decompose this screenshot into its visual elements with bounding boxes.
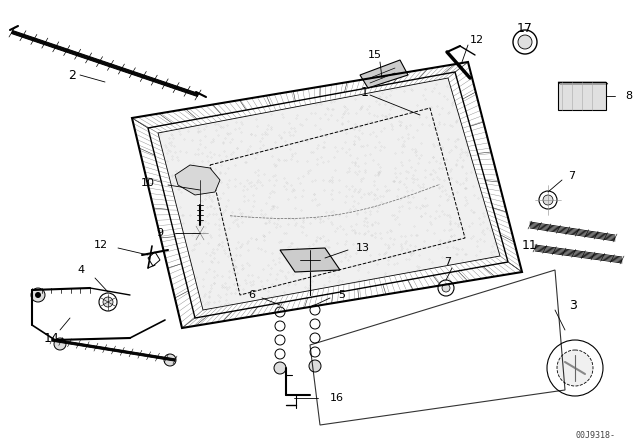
Circle shape [31,288,45,302]
Text: 9: 9 [156,228,163,238]
Circle shape [442,284,450,292]
Text: 4: 4 [78,265,85,275]
Text: 3: 3 [569,298,577,311]
Circle shape [275,321,285,331]
Circle shape [310,319,320,329]
Text: 7: 7 [444,257,452,267]
Circle shape [196,188,204,196]
Text: 12: 12 [470,35,484,45]
Circle shape [275,307,285,317]
Text: 7: 7 [568,171,575,181]
Circle shape [309,360,321,372]
Text: 8: 8 [625,91,632,101]
Text: 13: 13 [356,243,370,253]
Circle shape [539,191,557,209]
Circle shape [300,250,320,270]
Circle shape [518,35,532,49]
FancyBboxPatch shape [558,82,606,110]
Circle shape [193,185,207,199]
Circle shape [103,297,113,307]
Polygon shape [360,60,408,88]
Text: 14: 14 [44,332,60,345]
Circle shape [274,362,286,374]
Circle shape [513,30,537,54]
Circle shape [275,349,285,359]
Circle shape [35,292,41,298]
Circle shape [310,347,320,357]
Circle shape [557,350,593,386]
Circle shape [275,335,285,345]
Text: 2: 2 [68,69,76,82]
Circle shape [547,340,603,396]
Circle shape [310,305,320,315]
Circle shape [191,224,209,242]
Circle shape [543,195,553,205]
Circle shape [164,354,176,366]
Text: 11: 11 [522,238,538,251]
Text: 1: 1 [361,86,369,99]
Text: 5: 5 [338,290,345,300]
Circle shape [99,293,117,311]
Polygon shape [280,248,340,272]
Circle shape [438,280,454,296]
Circle shape [310,333,320,343]
Polygon shape [175,165,220,195]
Circle shape [195,228,205,238]
Text: 12: 12 [94,240,108,250]
Circle shape [377,69,389,81]
Text: 15: 15 [368,50,382,60]
Text: 17: 17 [517,22,533,34]
Text: 10: 10 [141,178,155,188]
Circle shape [54,338,66,350]
Text: 16: 16 [330,393,344,403]
Text: 00J9318-: 00J9318- [575,431,615,439]
Text: 6: 6 [248,290,255,300]
Polygon shape [158,78,500,310]
